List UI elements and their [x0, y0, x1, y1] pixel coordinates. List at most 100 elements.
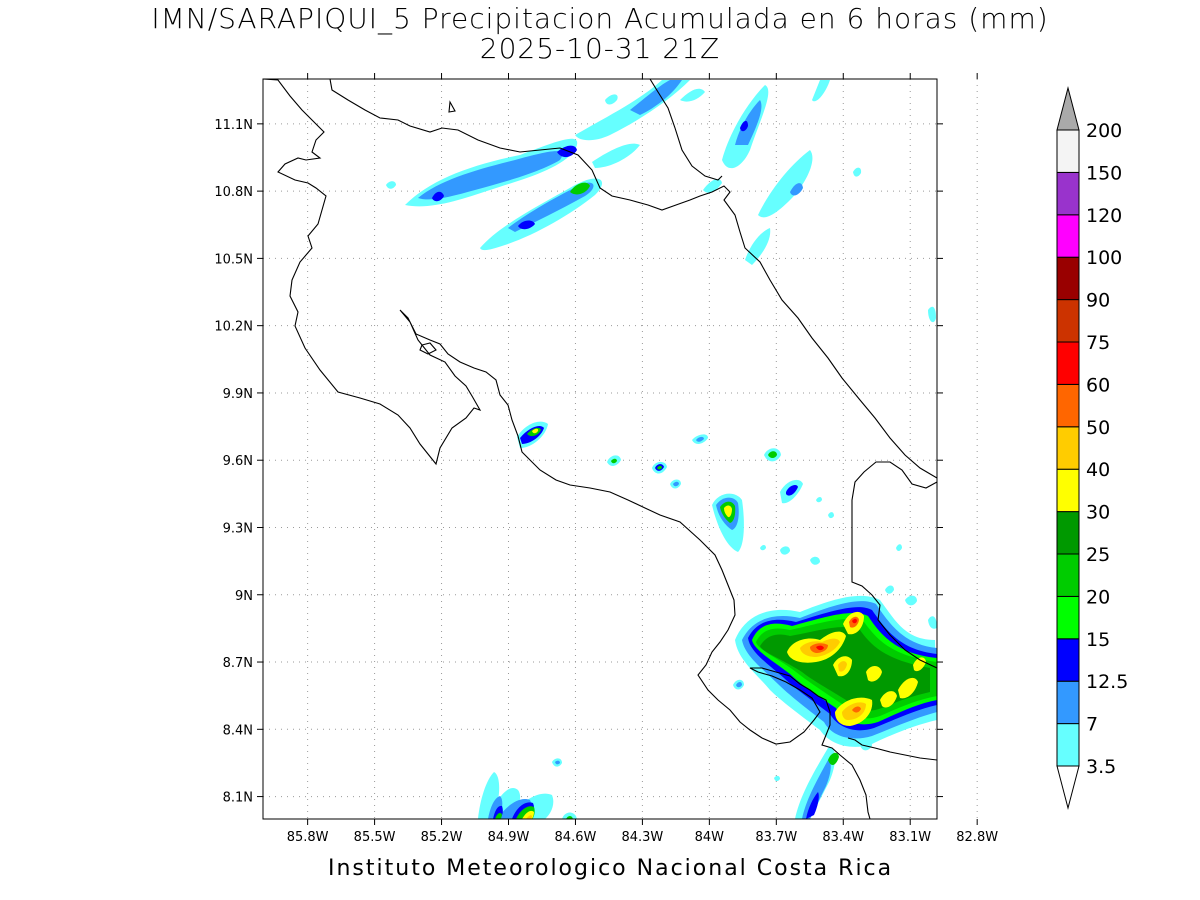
colorbar-label: 60	[1086, 374, 1110, 396]
lat-tick-label: 8.4N	[223, 723, 253, 738]
precip-cell	[555, 760, 560, 765]
precip-cell	[905, 595, 917, 606]
precip-cell	[566, 816, 573, 819]
lat-tick-label: 11.1N	[214, 118, 253, 133]
colorbar-label: 25	[1086, 544, 1110, 566]
precip-cell	[896, 544, 902, 551]
colorbar-swatch	[1056, 680, 1080, 725]
colorbar-swatch	[1056, 468, 1080, 513]
precip-cell	[657, 465, 662, 470]
precip-cell	[703, 179, 722, 193]
precip-cell	[418, 151, 563, 200]
colorbar-swatch	[1056, 595, 1080, 640]
colorbar-swatch	[1056, 129, 1080, 173]
colorbar-label: 40	[1086, 459, 1110, 481]
precip-cell	[828, 512, 834, 519]
precip-cell	[736, 682, 742, 688]
precip-cell	[828, 752, 839, 766]
colorbar-swatch	[1056, 553, 1080, 597]
precip-cell	[928, 616, 937, 629]
precip-cell	[880, 691, 897, 708]
lon-tick-label: 83.7W	[755, 830, 797, 845]
lat-tick-label: 9N	[235, 589, 253, 604]
precip-cell	[760, 545, 766, 551]
lat-tick-label: 8.7N	[223, 656, 253, 671]
precip-cell	[885, 585, 894, 594]
lon-tick-label: 84.3W	[621, 830, 663, 845]
precip-cell	[562, 812, 577, 819]
lon-tick-label: 84W	[695, 830, 725, 845]
precip-cell	[802, 760, 831, 819]
precip-cell	[526, 815, 532, 819]
colorbar-swatch	[1056, 723, 1080, 767]
precip-cell	[780, 546, 790, 555]
precip-cell	[790, 183, 803, 196]
precip-cell	[508, 182, 594, 232]
precip-cell	[898, 677, 918, 699]
colorbar-label: 120	[1086, 205, 1122, 227]
lon-tick-label: 85.5W	[354, 830, 396, 845]
colorbar-label: 20	[1086, 586, 1110, 608]
precip-cell	[774, 775, 780, 782]
precip-cell	[852, 706, 861, 713]
precip-cell	[786, 484, 798, 496]
precip-cell	[740, 120, 748, 132]
lat-tick-label: 9.9N	[223, 387, 253, 402]
colorbar-label: 15	[1086, 629, 1110, 651]
colorbar-swatch	[1056, 638, 1080, 682]
colorbar-label: 7	[1086, 714, 1098, 736]
precip-cell	[630, 80, 682, 115]
lat-tick-label: 10.8N	[214, 185, 253, 200]
precip-cell	[570, 182, 590, 195]
lon-tick-label: 82.8W	[956, 830, 998, 845]
colorbar-label: 75	[1086, 332, 1110, 354]
precip-cell	[816, 497, 822, 503]
lon-tick-label: 84.9W	[488, 830, 530, 845]
footer-credit: Instituto Meteorologico Nacional Costa R…	[328, 856, 894, 881]
colorbar-label: 50	[1086, 417, 1110, 439]
precip-cell	[495, 812, 502, 819]
colorbar-label: 200	[1086, 120, 1122, 142]
colorbar-label: 3.5	[1086, 756, 1116, 778]
colorbar-swatch	[1056, 299, 1080, 343]
colorbar: 3.5 7 12.5 15 20 25 30 40 50 60 75 90 100 120 150 200	[1056, 86, 1128, 810]
precip-cell	[928, 306, 936, 323]
colorbar-under-arrow	[1056, 765, 1080, 810]
precip-cell	[745, 228, 771, 265]
precip-cell	[386, 181, 396, 189]
colorbar-swatch	[1056, 426, 1080, 470]
precip-cell	[673, 481, 679, 487]
colorbar-swatch	[1056, 511, 1080, 555]
lat-tick-label: 9.3N	[223, 521, 253, 536]
colorbar-swatch	[1056, 256, 1080, 301]
lat-tick-label: 10.2N	[214, 320, 253, 335]
precip-cell	[680, 88, 705, 102]
lon-tick-label: 83.4W	[822, 830, 864, 845]
colorbar-label: 30	[1086, 502, 1110, 524]
colorbar-swatch	[1056, 383, 1080, 428]
map-axes: 11.1N 10.8N 10.5N 10.2N 9.9N 9.6N 9.3N 9N 8.7N 8.…	[214, 73, 998, 845]
precip-cell	[810, 556, 820, 565]
precip-cell	[812, 80, 830, 102]
precip-cell	[768, 451, 777, 458]
precip-cell	[432, 191, 444, 202]
map-title: IMN/SARAPIQUI_5 Precipitacion Acumulada …	[151, 2, 1049, 35]
precip-cell	[518, 220, 535, 230]
precip-cell	[592, 143, 640, 168]
lat-tick-label: 10.5N	[214, 252, 253, 267]
lat-tick-label: 8.1N	[223, 791, 253, 806]
colorbar-swatch	[1056, 214, 1080, 258]
precip-cell	[696, 436, 704, 442]
precip-cell	[611, 458, 617, 464]
precip-cell	[758, 150, 813, 218]
lon-tick-label: 84.6W	[555, 830, 597, 845]
colorbar-swatch	[1056, 341, 1080, 385]
colorbar-swatch	[1056, 171, 1080, 216]
map-datetime: 2025-10-31 21Z	[479, 32, 721, 65]
precip-cell	[853, 167, 862, 177]
colorbar-label: 12.5	[1086, 671, 1128, 693]
lon-tick-label: 85.8W	[287, 830, 329, 845]
precip-cell	[816, 645, 824, 651]
precip-cell	[852, 618, 857, 624]
